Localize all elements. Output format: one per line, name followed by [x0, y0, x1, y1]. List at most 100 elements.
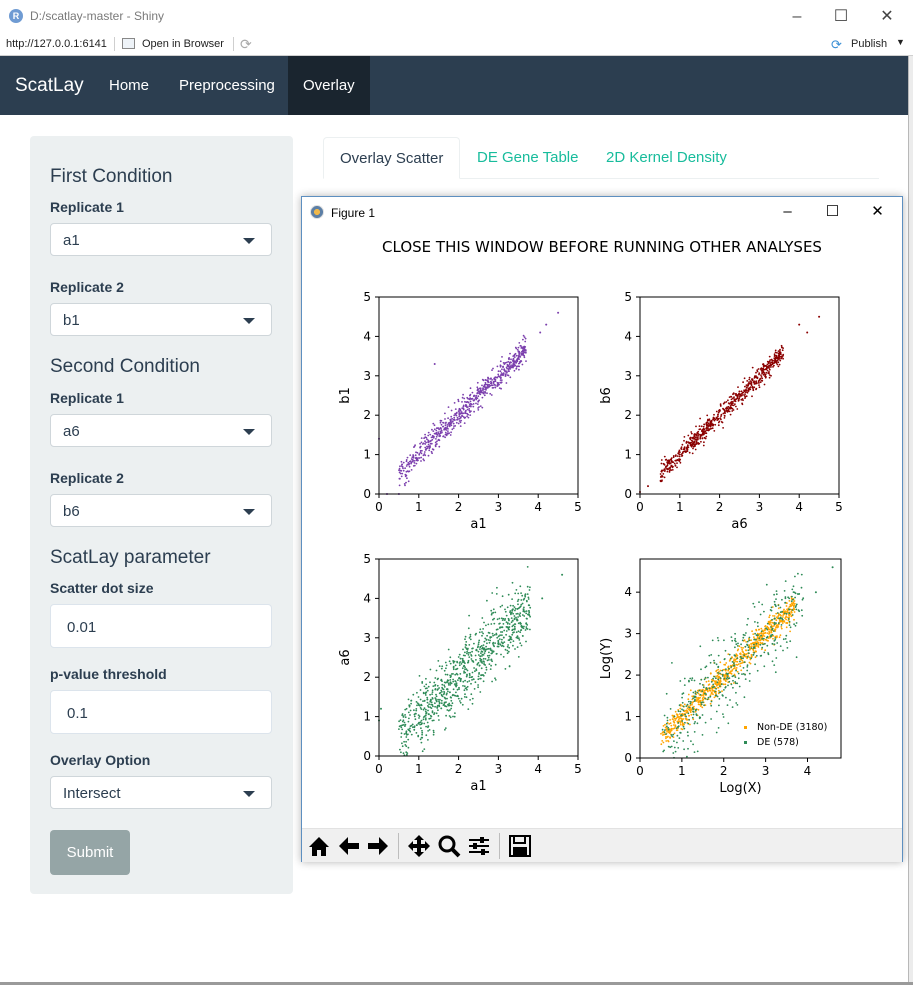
configure-subplots-icon[interactable]	[465, 833, 493, 859]
scatter-point	[671, 735, 674, 738]
scatter-point	[745, 386, 748, 389]
back-arrow-icon[interactable]	[335, 833, 363, 859]
second-condition-heading: Second Condition	[50, 356, 200, 377]
scatter-point	[404, 714, 406, 716]
scatter-point	[699, 437, 702, 440]
scatter-point	[470, 398, 472, 400]
scatter-point	[690, 431, 693, 433]
scatter-point	[402, 461, 405, 464]
chevron-down-icon[interactable]: ▼	[896, 37, 905, 47]
scatter-point	[793, 611, 796, 613]
scatter-point	[716, 681, 719, 684]
brand[interactable]: ScatLay	[15, 75, 84, 96]
scatter-point	[511, 366, 513, 368]
save-icon[interactable]	[506, 833, 534, 859]
scatter-point	[682, 692, 685, 695]
second-replicate-1-select[interactable]: a6	[50, 414, 272, 447]
scatter-point	[439, 421, 442, 424]
pvalue-input[interactable]: 0.1	[50, 690, 272, 734]
nav-home[interactable]: Home	[109, 77, 150, 94]
forward-arrow-icon[interactable]	[364, 833, 392, 859]
nav-overlay[interactable]: Overlay	[288, 56, 370, 115]
scatter-point	[507, 644, 509, 646]
publish-icon[interactable]: ⟳	[831, 37, 842, 52]
scatter-point	[502, 645, 505, 648]
scatter-point	[490, 384, 493, 387]
scatter-point	[522, 608, 525, 611]
scatter-point	[689, 689, 692, 692]
window-title: D:/scatlay-master - Shiny	[30, 9, 165, 23]
dot-size-input[interactable]: 0.01	[50, 604, 272, 648]
scatter-point	[717, 424, 720, 427]
minimize-icon[interactable]: –	[792, 8, 802, 25]
scatter-point	[743, 654, 746, 657]
open-in-browser-button[interactable]: Open in Browser	[142, 38, 224, 50]
scatter-point	[515, 368, 518, 370]
scatter-point	[674, 725, 677, 728]
scatter-point	[398, 484, 401, 487]
scatter-point	[528, 611, 531, 614]
zoom-icon[interactable]	[435, 833, 463, 859]
scatter-point	[780, 344, 783, 347]
publish-button[interactable]: Publish	[851, 38, 888, 50]
scatter-point	[754, 632, 756, 635]
scatter-point	[404, 708, 407, 711]
scatter-point	[446, 673, 449, 676]
scatter-point	[488, 641, 491, 644]
scatter-point	[682, 448, 685, 451]
scatter-point	[468, 409, 471, 412]
first-replicate-1-select[interactable]: a1	[50, 223, 272, 256]
y-tick-label: 3	[624, 369, 632, 383]
scatter-point	[787, 618, 790, 620]
scatter-point	[522, 350, 525, 353]
scatter-point	[422, 458, 425, 461]
scatter-point	[686, 755, 688, 758]
overlay-option-select[interactable]: Intersect	[50, 776, 272, 809]
scatter-point	[682, 705, 685, 708]
tab-overlay-scatter[interactable]: Overlay Scatter	[323, 137, 461, 179]
scatter-point	[723, 677, 726, 680]
scatter-point	[412, 693, 415, 696]
figure-close-icon[interactable]: ✕	[871, 203, 884, 220]
scatter-point	[471, 391, 474, 394]
window-edge	[908, 56, 913, 985]
scatter-point	[462, 685, 464, 687]
second-replicate-2-select[interactable]: b6	[50, 494, 272, 527]
scatter-point	[778, 350, 781, 352]
scatter-point	[744, 673, 746, 676]
scatter-point	[497, 382, 500, 384]
scatter-point	[674, 719, 677, 721]
scatter-point	[431, 710, 434, 713]
scatter-point	[727, 684, 729, 687]
scatter-point	[518, 614, 521, 616]
first-replicate-2-select[interactable]: b1	[50, 303, 272, 336]
scatter-point	[671, 718, 674, 720]
scatter-point	[754, 647, 757, 650]
scatter-point	[701, 697, 704, 700]
scatter-point	[739, 662, 742, 665]
scatter-point	[692, 445, 695, 448]
scatter-point	[702, 444, 705, 447]
scatter-point	[734, 682, 737, 685]
figure-minimize-icon[interactable]: –	[783, 203, 792, 220]
scatter-point	[496, 628, 499, 631]
maximize-icon[interactable]: ☐	[833, 8, 849, 25]
close-icon[interactable]: ✕	[880, 8, 894, 25]
tab-de-gene-table[interactable]: DE Gene Table	[477, 149, 579, 166]
refresh-icon[interactable]: ⟳	[240, 36, 252, 52]
scatter-point	[507, 368, 510, 370]
x-tick-label: 3	[495, 762, 503, 776]
tab-2d-kernel-density[interactable]: 2D Kernel Density	[606, 149, 727, 166]
scatter-point	[417, 696, 420, 698]
scatter-point	[427, 431, 430, 434]
home-icon[interactable]	[305, 833, 333, 859]
submit-button[interactable]: Submit	[50, 830, 130, 875]
url-text[interactable]: http://127.0.0.1:6141	[6, 38, 107, 50]
pan-icon[interactable]	[405, 833, 433, 859]
scatter-point	[517, 355, 520, 357]
scatter-point	[755, 634, 758, 637]
nav-preprocessing[interactable]: Preprocessing	[179, 77, 275, 94]
figure-maximize-icon[interactable]: ☐	[825, 203, 840, 220]
scatter-point	[731, 400, 734, 403]
scatter-point	[441, 683, 444, 686]
